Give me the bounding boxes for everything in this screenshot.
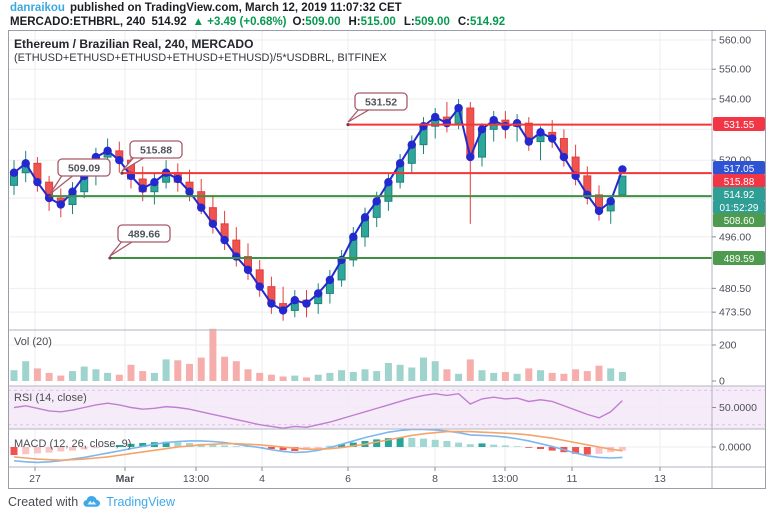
svg-text:0.0000: 0.0000 — [719, 442, 751, 454]
author-link[interactable]: danraikou — [10, 2, 65, 14]
svg-text:531.55: 531.55 — [724, 120, 755, 131]
close-value: 514.92 — [470, 16, 506, 28]
callout-label: 515.88 — [121, 140, 183, 172]
volume-pane-label: Vol (20) — [14, 336, 52, 348]
svg-text:515.88: 515.88 — [140, 145, 172, 157]
svg-text:6: 6 — [345, 473, 351, 485]
svg-text:13:00: 13:00 — [183, 473, 209, 485]
svg-text:13:00: 13:00 — [492, 473, 518, 485]
svg-text:514.92: 514.92 — [724, 190, 755, 201]
price-badge: 517.05 — [713, 161, 765, 175]
price-badge: 531.55 — [713, 117, 765, 131]
svg-text:509.09: 509.09 — [68, 163, 100, 175]
svg-text:50.0000: 50.0000 — [719, 402, 757, 414]
svg-text:480.50: 480.50 — [719, 283, 751, 295]
horizontal-level-lines — [48, 122, 712, 260]
svg-text:4: 4 — [259, 473, 265, 485]
callout-label: 531.52 — [347, 92, 408, 123]
svg-text:517.05: 517.05 — [724, 164, 755, 175]
open-label: O: — [292, 16, 306, 28]
high-value: 515.00 — [360, 16, 396, 28]
svg-text:489.59: 489.59 — [724, 254, 755, 265]
svg-text:550.00: 550.00 — [719, 64, 751, 76]
svg-text:560.00: 560.00 — [719, 35, 751, 47]
svg-text:Mar: Mar — [116, 473, 135, 485]
price-badge: 508.60 — [713, 213, 765, 227]
price-badge: 514.92 — [713, 187, 765, 201]
price-badge: 489.59 — [713, 251, 765, 265]
rsi-line — [13, 393, 623, 429]
price-badge: 01:52:29 — [713, 200, 765, 214]
tradingview-logo-icon — [83, 496, 101, 507]
open-value: 509.00 — [305, 16, 341, 28]
publish-header: danraikou published on TradingView.com, M… — [10, 2, 402, 14]
svg-text:11: 11 — [567, 473, 578, 485]
svg-text:27: 27 — [29, 473, 41, 485]
symbol-name: MERCADO:ETHBRL, 240 — [10, 16, 146, 28]
volume-layer — [10, 328, 626, 381]
svg-text:531.52: 531.52 — [365, 97, 397, 109]
tradingview-brand-link[interactable]: TradingView — [106, 495, 175, 509]
published-text: published on TradingView.com, March 12, … — [69, 2, 402, 14]
close-label: C: — [457, 16, 470, 28]
price-change: ▲ +3.49 (+0.68%) — [192, 16, 287, 28]
rsi-pane-label: RSI (14, close) — [14, 392, 87, 404]
callout-label: 489.66 — [109, 224, 171, 257]
low-value: 509.00 — [414, 16, 450, 28]
svg-text:540.00: 540.00 — [719, 93, 751, 105]
svg-text:508.60: 508.60 — [724, 216, 755, 227]
price-axis[interactable]: 560.00550.00540.00520.00496.00480.50473.… — [712, 35, 757, 454]
last-price: 514.92 — [151, 16, 187, 28]
footer: Created with TradingView — [8, 495, 175, 509]
time-axis[interactable]: 27 Mar 13:00 4 6 8 13:00 11 13 — [29, 467, 666, 485]
svg-text:515.88: 515.88 — [724, 177, 755, 188]
price-badge: 515.88 — [713, 174, 765, 188]
pane-separators — [8, 30, 766, 489]
macd-layer — [10, 428, 626, 464]
svg-text:489.66: 489.66 — [128, 229, 160, 241]
chart-title: Ethereum / Brazilian Real, 240, MERCADO — [14, 37, 254, 51]
callout-labels: 531.52 515.88 509.09 489.66 — [49, 92, 408, 257]
price-badges: 531.55 517.05 515.88 514.92 01:52:29 508.60 48… — [713, 117, 765, 265]
chart-canvas[interactable]: 531.52 515.88 509.09 489.66 560.00 550.00 540.… — [8, 30, 766, 489]
svg-text:473.50: 473.50 — [719, 307, 751, 319]
svg-text:13: 13 — [654, 473, 666, 485]
svg-text:496.00: 496.00 — [719, 231, 751, 243]
low-label: L: — [403, 16, 415, 28]
callout-label: 509.09 — [49, 158, 111, 195]
chart-formula: (ETHUSD+ETHUSD+ETHUSD+ETHUSD+ETHUSD)/5*U… — [14, 52, 387, 64]
symbol-header: MERCADO:ETHBRL, 240 514.92 ▲ +3.49 (+0.68%… — [10, 16, 513, 28]
macd-pane-label: MACD (12, 26, close, 9) — [14, 438, 132, 450]
svg-text:01:52:29: 01:52:29 — [720, 203, 759, 214]
svg-text:200: 200 — [719, 340, 737, 352]
svg-text:0: 0 — [719, 376, 725, 388]
svg-text:8: 8 — [432, 473, 438, 485]
created-with-text: Created with — [8, 495, 79, 509]
high-label: H: — [348, 16, 361, 28]
